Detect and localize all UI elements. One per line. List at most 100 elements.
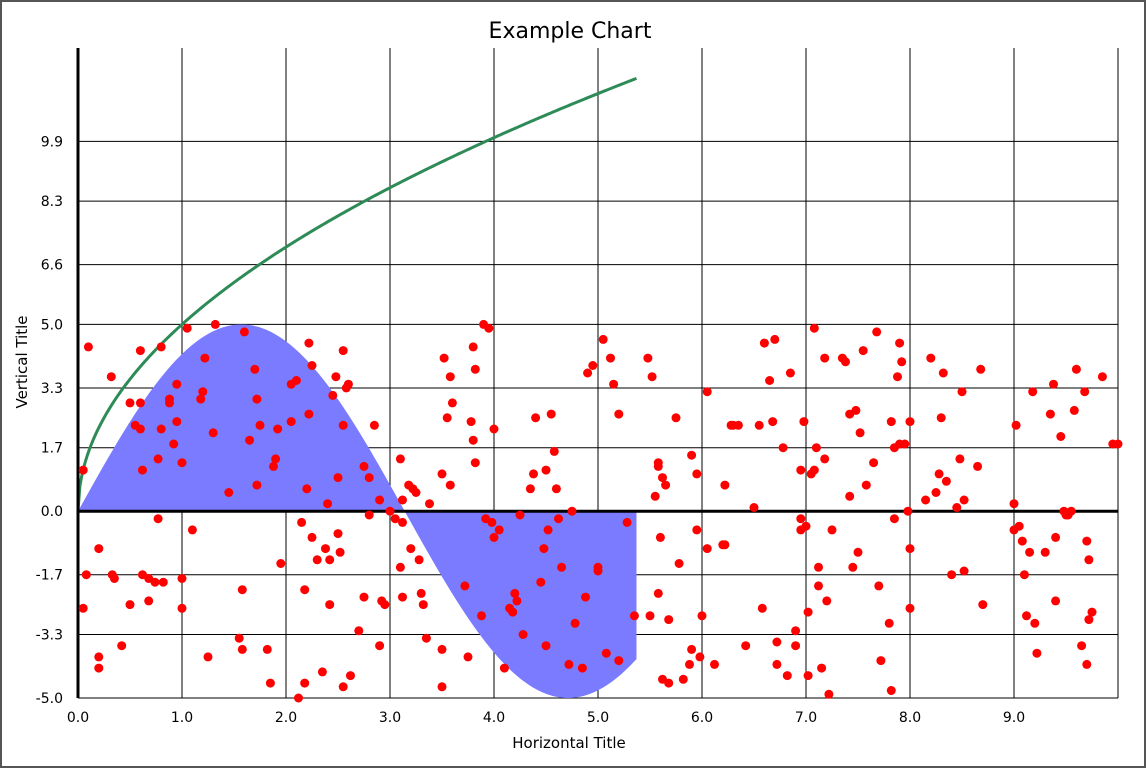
scatter-point (470, 364, 480, 374)
scatter-point (976, 364, 986, 374)
scatter-point (333, 473, 343, 483)
x-axis-title: Horizontal Title (512, 734, 626, 752)
x-tick-label: 8.0 (899, 710, 921, 726)
scatter-point (369, 420, 379, 430)
scatter-point (692, 469, 702, 479)
scatter-point (1071, 364, 1081, 374)
scatter-point (169, 439, 179, 449)
scatter-point (905, 544, 915, 554)
scatter-point (671, 413, 681, 423)
scatter-point (210, 319, 220, 329)
scatter-point (150, 577, 160, 587)
scatter-point (645, 611, 655, 621)
scatter-point (359, 592, 369, 602)
scatter-point (778, 443, 788, 453)
scatter-point (900, 439, 910, 449)
scatter-point (884, 618, 894, 628)
scatter-point (269, 461, 278, 471)
scatter-point (643, 353, 653, 363)
scatter-point (375, 641, 385, 651)
scatter-point (782, 671, 792, 681)
x-tick-label: 0.0 (67, 710, 89, 726)
x-tick-label: 3.0 (379, 710, 401, 726)
scatter-series (78, 319, 1123, 703)
scatter-point (1014, 521, 1024, 531)
scatter-point (768, 417, 778, 427)
y-axis-title: Vertical Title (13, 315, 31, 408)
scatter-point (770, 334, 780, 344)
y-tick-labels: -5.0 -3.3 -1.7 0.0 1.7 3.3 5.0 6.6 8.3 9.9 (36, 134, 63, 707)
scatter-point (858, 346, 868, 356)
scatter-point (1049, 379, 1058, 389)
scatter-point (1056, 432, 1066, 441)
axes (76, 48, 1118, 698)
scatter-point (1084, 555, 1094, 565)
scatter-point (1040, 547, 1050, 557)
scatter-point (785, 368, 795, 378)
scatter-point (338, 420, 348, 430)
scatter-point (848, 562, 858, 572)
scatter-point (606, 353, 615, 363)
scatter-point (172, 417, 182, 427)
scatter-point (664, 615, 674, 625)
scatter-point (678, 674, 688, 684)
scatter-point (570, 618, 580, 628)
scatter-point (733, 420, 743, 430)
scatter-point (889, 514, 899, 524)
scatter-point (385, 506, 395, 516)
scatter-point (811, 443, 821, 453)
y-tick-label: 5.0 (41, 317, 63, 333)
scatter-point (442, 413, 452, 423)
scatter-point (421, 633, 431, 643)
scatter-point (153, 454, 163, 464)
scatter-point (664, 678, 674, 688)
scatter-point (445, 372, 455, 382)
scatter-point (338, 682, 348, 692)
y-tick-label: 0.0 (41, 504, 63, 520)
scatter-point (165, 394, 174, 404)
scatter-point (437, 469, 447, 479)
y-tick-label: 8.3 (41, 194, 63, 210)
scatter-point (294, 693, 303, 703)
scatter-point (117, 641, 127, 651)
scatter-point (237, 644, 247, 654)
scatter-point (653, 588, 663, 598)
scatter-point (647, 372, 657, 382)
scatter-point (957, 387, 967, 397)
scatter-point (182, 323, 192, 333)
scatter-point (598, 334, 608, 344)
scatter-point (78, 603, 88, 613)
scatter-point (463, 652, 473, 662)
scatter-point (125, 600, 135, 610)
scatter-point (94, 652, 104, 662)
scatter-point (1045, 409, 1055, 419)
scatter-point (765, 376, 775, 385)
scatter-point (1082, 536, 1092, 546)
scatter-point (346, 671, 355, 681)
scatter-point (245, 435, 255, 445)
x-tick-label: 9.0 (1003, 710, 1025, 726)
scatter-point (304, 409, 314, 419)
scatter-point (198, 387, 208, 397)
scatter-point (470, 458, 480, 468)
scatter-point (380, 600, 390, 610)
scatter-point (853, 547, 863, 557)
scatter-point (791, 626, 801, 636)
scatter-point (905, 417, 915, 427)
scatter-point (614, 409, 624, 419)
scatter-point (588, 361, 598, 370)
scatter-point (687, 450, 697, 460)
scatter-point (317, 667, 327, 677)
scatter-point (629, 611, 639, 621)
scatter-point (921, 495, 931, 505)
y-tick-label: -3.3 (36, 627, 63, 643)
x-tick-label: 6.0 (691, 710, 713, 726)
scatter-point (109, 574, 119, 583)
scatter-point (300, 678, 310, 688)
scatter-point (208, 428, 218, 438)
scatter-point (156, 342, 166, 352)
scatter-point (886, 417, 896, 427)
scatter-point (1077, 641, 1087, 651)
scatter-point (1025, 547, 1035, 557)
scatter-point (947, 570, 957, 580)
